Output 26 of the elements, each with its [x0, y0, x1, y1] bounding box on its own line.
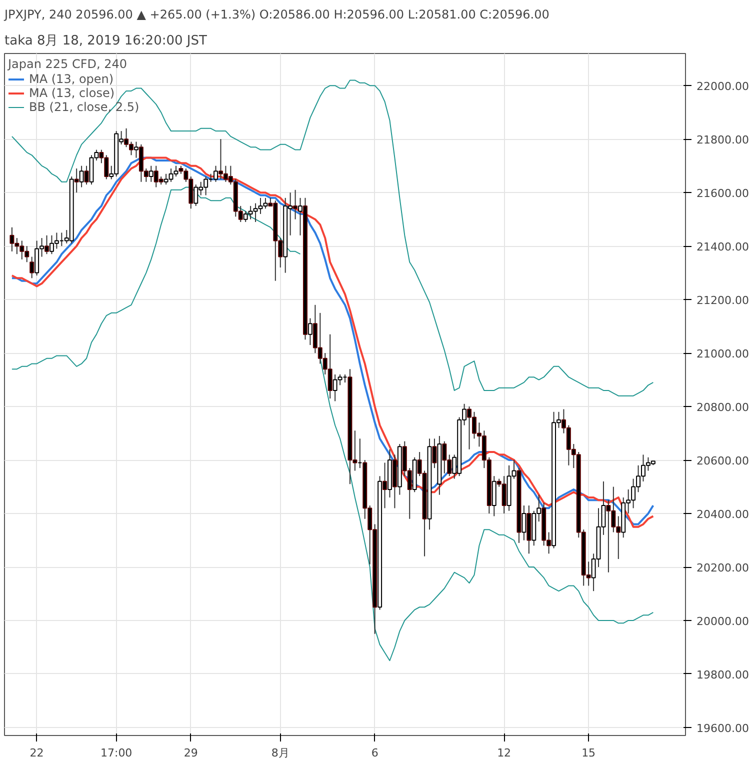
x-tick-label: 15 [582, 746, 596, 760]
y-tick-label: 21000.00 [696, 348, 749, 361]
x-tick-label: 12 [497, 746, 512, 760]
chart-title: taka 8月 18, 2019 16:20:00 JST [4, 34, 207, 48]
x-tick-label: 8月 [271, 746, 290, 760]
legend-label: BB (21, close, 2.5) [29, 100, 140, 114]
y-tick-label: 21800.00 [696, 134, 749, 147]
y-tick-label: 20200.00 [696, 562, 749, 575]
y-tick-label: 20000.00 [696, 614, 749, 628]
x-tick-label: 29 [184, 746, 198, 760]
y-tick-label: 22000.00 [696, 80, 749, 94]
y-tick-label: 21600.00 [696, 187, 749, 200]
chart-subtitle: JPXJPY, 240 20596.00 ▲ +265.00 (+1.3%) O:20586.00 H:20596.00 L:20581.00 C:20596.00 [4, 8, 550, 22]
y-tick-label: 20400.00 [696, 508, 749, 522]
x-tick-label: 22 [30, 746, 44, 760]
legend-title: Japan 225 CFD, 240 [8, 57, 128, 71]
y-tick-label: 20600.00 [696, 454, 749, 468]
y-tick-label: 21400.00 [696, 240, 749, 254]
y-tick-label: 20800.00 [696, 401, 749, 414]
legend-label: MA (13, close) [29, 86, 115, 100]
y-tick-label: 19600.00 [696, 722, 749, 735]
y-tick-label: 19800.00 [696, 668, 749, 682]
y-tick-label: 21200.00 [696, 294, 749, 308]
x-tick-label: 6 [371, 746, 378, 760]
legend-label: MA (13, open) [29, 72, 114, 86]
x-tick-label: 17:00 [100, 746, 132, 760]
